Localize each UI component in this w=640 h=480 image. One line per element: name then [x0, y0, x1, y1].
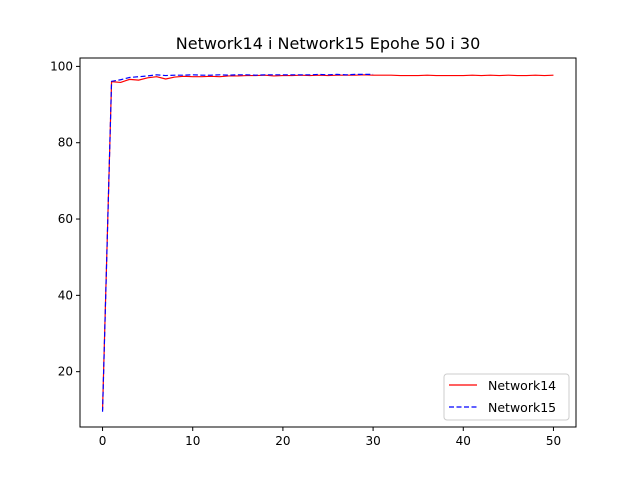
- legend: Network14 Network15: [443, 373, 570, 421]
- y-tick-label: 100: [50, 59, 73, 73]
- series-layer: [101, 73, 554, 412]
- legend-label-network14: Network14: [488, 378, 556, 393]
- x-tick-label: 0: [99, 434, 107, 448]
- x-tick-label: 50: [546, 434, 561, 448]
- y-tick-label: 60: [58, 212, 73, 226]
- x-tick-label: 40: [456, 434, 471, 448]
- y-tick-label: 40: [58, 288, 73, 302]
- y-tick-label: 20: [58, 365, 73, 379]
- x-tick-label: 30: [365, 434, 380, 448]
- series-line-network15: [101, 73, 374, 412]
- series-line-network14: [101, 74, 554, 410]
- chart-title: Network14 i Network15 Epohe 50 i 30: [176, 34, 481, 53]
- x-tick-label: 20: [275, 434, 290, 448]
- x-tick-label: 10: [185, 434, 200, 448]
- axis-layer: 0 10 20 30 40 50 20 40 60 80 100: [50, 59, 561, 448]
- legend-label-network15: Network15: [488, 400, 556, 415]
- y-tick-label: 80: [58, 136, 73, 150]
- plot-frame: [79, 57, 577, 428]
